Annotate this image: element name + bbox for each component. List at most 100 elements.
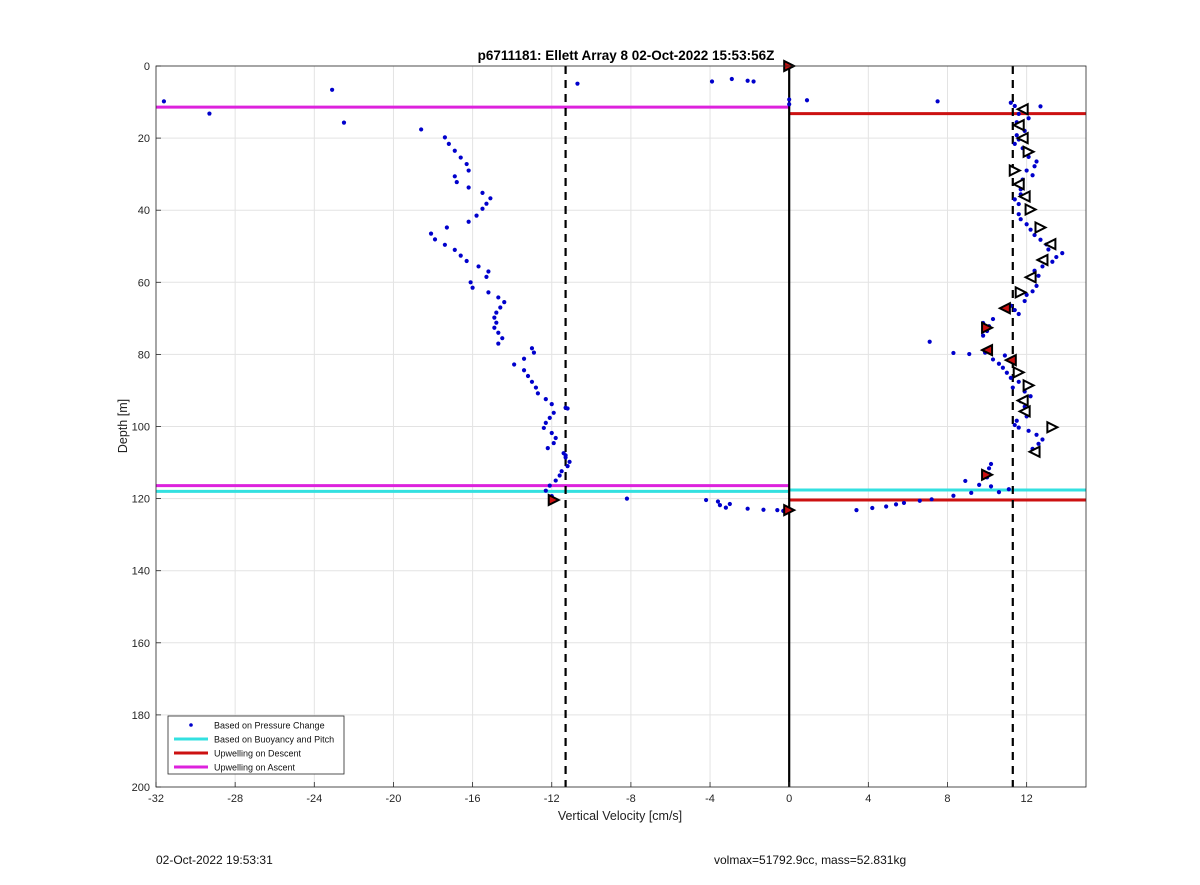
data-point [1016,212,1021,217]
x-axis-label: Vertical Velocity [cm/s] [558,809,682,823]
y-tick-label: 0 [144,61,150,73]
data-point [1026,428,1031,433]
data-point [563,453,568,458]
data-point [547,483,552,488]
triangle-marker [1014,285,1028,300]
data-point [761,507,766,512]
data-point [715,499,721,504]
y-tick-label: 200 [132,782,150,794]
data-point [951,350,956,356]
legend-label: Upwelling on Descent [214,749,302,759]
data-point [935,99,940,104]
data-point [494,310,499,315]
data-point [951,493,956,498]
data-point [494,320,499,325]
data-point [551,410,556,415]
data-point [521,368,527,373]
data-point [1002,353,1007,358]
data-point [917,498,922,503]
triangle-marker [981,468,995,482]
y-tick-label: 160 [132,638,150,650]
data-point [703,497,709,503]
data-point [1012,141,1017,146]
y-tick-label: 180 [132,710,150,722]
data-point [969,490,974,495]
tick-labels: -32 -28 -24 -20 -16 -12 -8 -4 0 4 8 120204060801001… [132,61,1033,805]
data-point [1028,227,1033,232]
data-point [452,148,457,153]
data-point [480,190,485,195]
triangle-marker [1008,163,1023,178]
data-point [543,420,548,425]
x-tick-label: 0 [786,793,792,805]
data-point [1038,104,1043,109]
data-point [470,285,475,290]
data-point [444,225,449,230]
data-point [1012,197,1017,202]
data-point [1010,385,1015,390]
data-point [575,81,580,86]
data-point [884,504,889,509]
data-point [1016,311,1021,317]
data-point [419,127,424,132]
data-point [549,430,554,436]
triangle-marker [1011,177,1025,191]
data-point [533,385,539,390]
data-point [729,76,734,82]
triangle-marker [1024,202,1038,217]
data-point [502,300,507,305]
data-point [1016,379,1021,384]
triangle-marker [1012,365,1026,380]
data-point [468,280,473,285]
data-point [804,98,810,103]
x-tick-label: -20 [385,793,401,805]
data-point [529,379,535,384]
data-point [854,508,859,513]
data-point [464,258,469,264]
data-point [1012,422,1017,428]
data-point [1032,232,1037,238]
triangle-marker [1015,102,1029,116]
triangle-marker [1015,393,1029,408]
data-point [458,155,463,160]
data-point [727,501,732,507]
data-point [543,397,548,402]
data-point [525,373,531,379]
triangle-marker [1023,270,1037,284]
data-point [529,346,535,351]
data-point [1040,437,1045,442]
data-point [161,99,167,104]
data-point [549,402,554,407]
data-point [553,435,558,441]
data-point [996,361,1002,366]
x-tick-label: -8 [626,793,636,805]
data-point [565,406,570,411]
data-point [553,478,558,483]
data-point [521,356,527,361]
data-point [717,502,723,508]
data-point [476,264,481,269]
data-point [1022,298,1027,304]
x-tick-label: -32 [148,793,164,805]
x-tick-label: -4 [705,793,715,805]
y-tick-label: 140 [132,566,150,578]
triangle-marker [783,503,797,517]
data-point [986,466,992,471]
y-tick-label: 60 [138,277,150,289]
data-point [1032,164,1037,169]
grid-lines [155,65,1086,788]
data-point [1006,487,1011,492]
data-point [543,488,548,493]
data-point [709,79,715,84]
data-point [492,315,497,320]
data-point [1000,365,1005,370]
data-point [442,135,447,140]
data-point [1016,111,1021,117]
data-point [1008,100,1013,105]
data-point [893,502,899,507]
data-point [1046,247,1051,252]
data-point [512,362,517,367]
x-tick-label: -24 [306,793,322,805]
data-point [967,351,972,357]
data-point [496,295,501,300]
